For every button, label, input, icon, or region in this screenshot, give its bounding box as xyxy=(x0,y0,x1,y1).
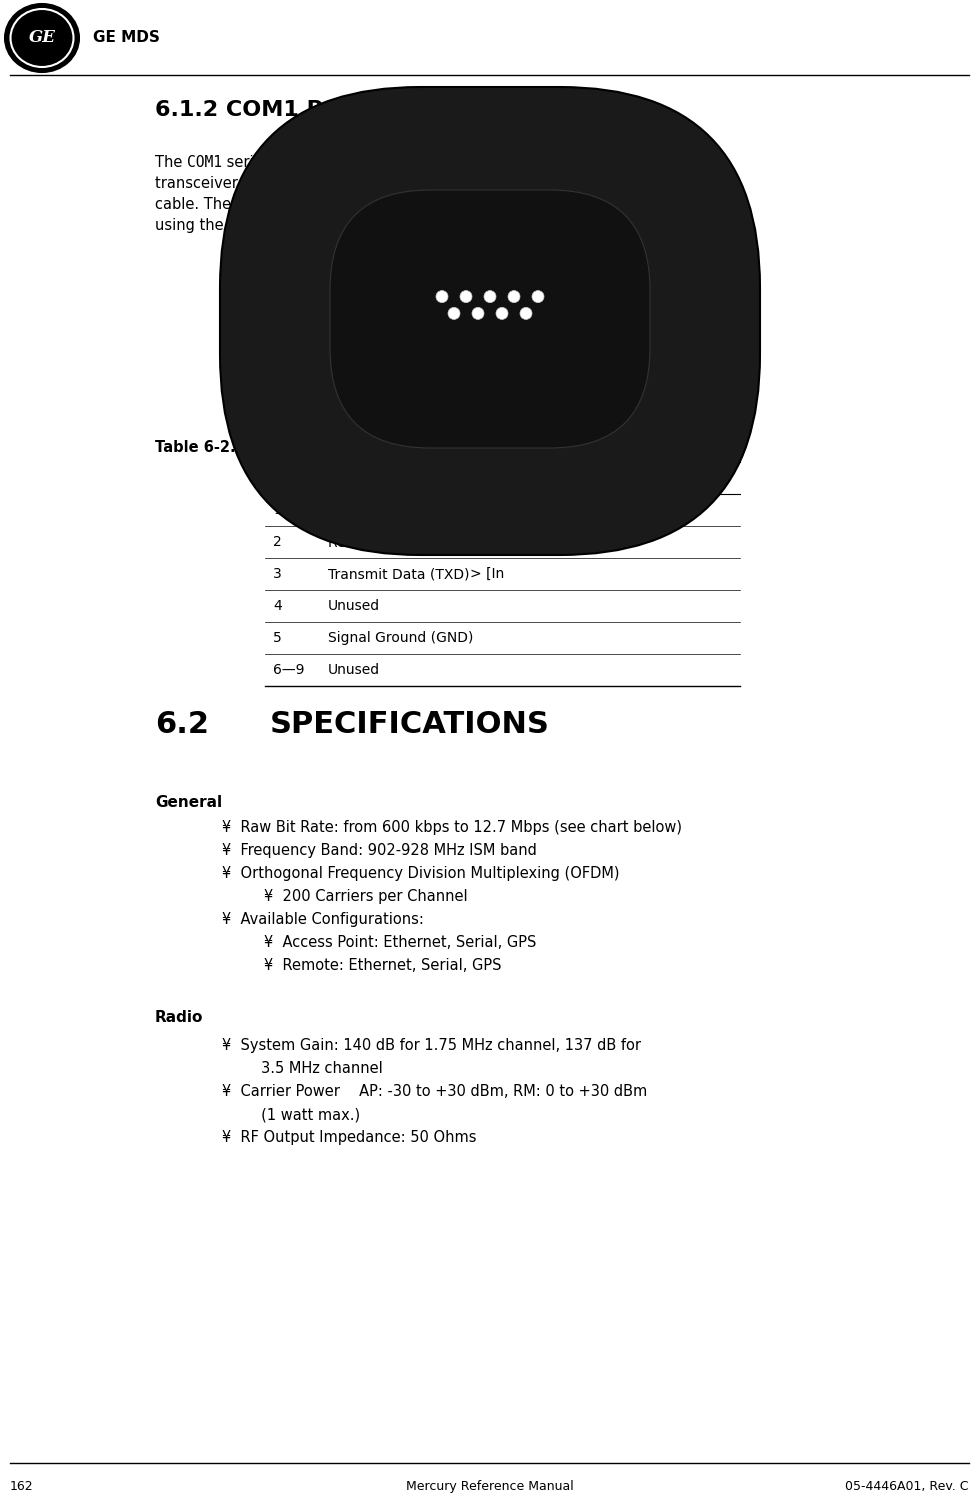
Circle shape xyxy=(373,284,417,327)
Text: 1: 1 xyxy=(537,242,545,255)
Text: GE MDS: GE MDS xyxy=(93,30,159,45)
Circle shape xyxy=(384,296,405,315)
Text: (Viewed from the outside of the unit. ): (Viewed from the outside of the unit. ) xyxy=(349,414,629,429)
Text: ¥  RF Output Impedance: 50 Ohms: ¥ RF Output Impedance: 50 Ohms xyxy=(222,1130,476,1145)
Text: .: . xyxy=(563,218,568,233)
Text: 5: 5 xyxy=(273,630,282,645)
Text: 6.2: 6.2 xyxy=(155,710,208,738)
Circle shape xyxy=(448,308,460,320)
Text: SPECIFICATIONS: SPECIFICATIONS xyxy=(270,710,550,738)
Text: <   [Out: < [Out xyxy=(469,534,525,549)
Circle shape xyxy=(508,291,519,303)
Circle shape xyxy=(519,308,531,320)
Text: Unused: Unused xyxy=(328,503,379,516)
Text: 6—9: 6—9 xyxy=(273,663,304,677)
Text: Figure 6-2. COM1 Port (DCE): Figure 6-2. COM1 Port (DCE) xyxy=(372,395,606,410)
Text: Signal Ground (GND): Signal Ground (GND) xyxy=(328,630,473,645)
Circle shape xyxy=(562,284,606,327)
Text: 6.1.2 COM1 Port: 6.1.2 COM1 Port xyxy=(155,101,360,120)
FancyBboxPatch shape xyxy=(330,191,649,447)
Circle shape xyxy=(460,291,471,303)
Text: ¥  Remote: Ethernet, Serial, GPS: ¥ Remote: Ethernet, Serial, GPS xyxy=(264,958,501,973)
Text: General: General xyxy=(155,796,222,811)
Text: ¥  Access Point: Ethernet, Serial, GPS: ¥ Access Point: Ethernet, Serial, GPS xyxy=(264,935,536,950)
Text: ¥  Raw Bit Rate: from 600 kbps to 12.7 Mbps (see chart below): ¥ Raw Bit Rate: from 600 kbps to 12.7 Mb… xyxy=(222,820,682,835)
FancyBboxPatch shape xyxy=(220,87,759,555)
Circle shape xyxy=(435,291,448,303)
Text: Receive Data (RXD): Receive Data (RXD) xyxy=(328,534,465,549)
Text: ¥  Frequency Band: 902-928 MHz ISM band: ¥ Frequency Band: 902-928 MHz ISM band xyxy=(222,844,536,859)
Text: Radio: Radio xyxy=(155,1010,203,1025)
Text: 2: 2 xyxy=(273,534,282,549)
Text: 3.5 MHz channel: 3.5 MHz channel xyxy=(238,1061,382,1076)
Text: DCE: DCE xyxy=(469,471,501,485)
Text: ¥  Available Configurations:: ¥ Available Configurations: xyxy=(222,913,423,928)
Text: COM1: COM1 xyxy=(187,155,222,170)
Text: ¥  200 Carriers per Channel: ¥ 200 Carriers per Channel xyxy=(264,889,467,904)
Text: Pin: Pin xyxy=(273,471,297,485)
Text: 5: 5 xyxy=(432,242,440,255)
Text: 1: 1 xyxy=(273,503,282,516)
Text: (1 watt max.): (1 watt max.) xyxy=(238,1108,360,1123)
Text: Transmit Data (TXD): Transmit Data (TXD) xyxy=(328,567,469,581)
Text: 162: 162 xyxy=(10,1480,33,1493)
Circle shape xyxy=(496,308,508,320)
Text: and: and xyxy=(460,218,497,233)
Text: Mercury Reference Manual: Mercury Reference Manual xyxy=(405,1480,573,1493)
Text: > [In: > [In xyxy=(469,567,504,581)
Text: ¥  System Gain: 140 dB for 1.75 MHz channel, 137 dB for: ¥ System Gain: 140 dB for 1.75 MHz chann… xyxy=(222,1039,641,1054)
Text: Unused: Unused xyxy=(328,663,379,677)
Circle shape xyxy=(531,291,544,303)
Text: using the pinout information in: using the pinout information in xyxy=(155,218,386,233)
Text: Table 6-2. COM1 Port Pinout, DB-9F/RS-232 Interface: Table 6-2. COM1 Port Pinout, DB-9F/RS-23… xyxy=(155,440,592,455)
Text: 6: 6 xyxy=(524,356,532,368)
Text: The: The xyxy=(155,155,187,170)
Text: GE: GE xyxy=(28,30,56,47)
Text: ¥  Orthogonal Frequency Division Multiplexing (OFDM): ¥ Orthogonal Frequency Division Multiple… xyxy=(222,866,619,881)
Text: serial port is a DB-9 female connector. Connect a PC to the: serial port is a DB-9 female connector. … xyxy=(222,155,658,170)
Text: ¥  Carrier Power  AP: -30 to +30 dBm, RM: 0 to +30 dBm: ¥ Carrier Power AP: -30 to +30 dBm, RM: … xyxy=(222,1084,646,1099)
Text: Unused: Unused xyxy=(328,599,379,612)
Text: Functions: Functions xyxy=(328,471,403,485)
Circle shape xyxy=(483,291,496,303)
Circle shape xyxy=(574,296,595,315)
Text: transceiver via this port with a DB-9M to DB-9F  straight-through: transceiver via this port with a DB-9M t… xyxy=(155,176,640,191)
Circle shape xyxy=(471,308,483,320)
Text: Table 6-2: Table 6-2 xyxy=(497,218,563,233)
Text: 9: 9 xyxy=(445,356,453,368)
Text: 4: 4 xyxy=(273,599,282,612)
Text: cable. These cables are available commercially, or may be constructed: cable. These cables are available commer… xyxy=(155,197,677,212)
Text: Figure 6-2: Figure 6-2 xyxy=(386,218,460,233)
Ellipse shape xyxy=(5,5,79,72)
Text: 3: 3 xyxy=(273,567,282,581)
Text: 05-4446A01, Rev. C: 05-4446A01, Rev. C xyxy=(845,1480,968,1493)
